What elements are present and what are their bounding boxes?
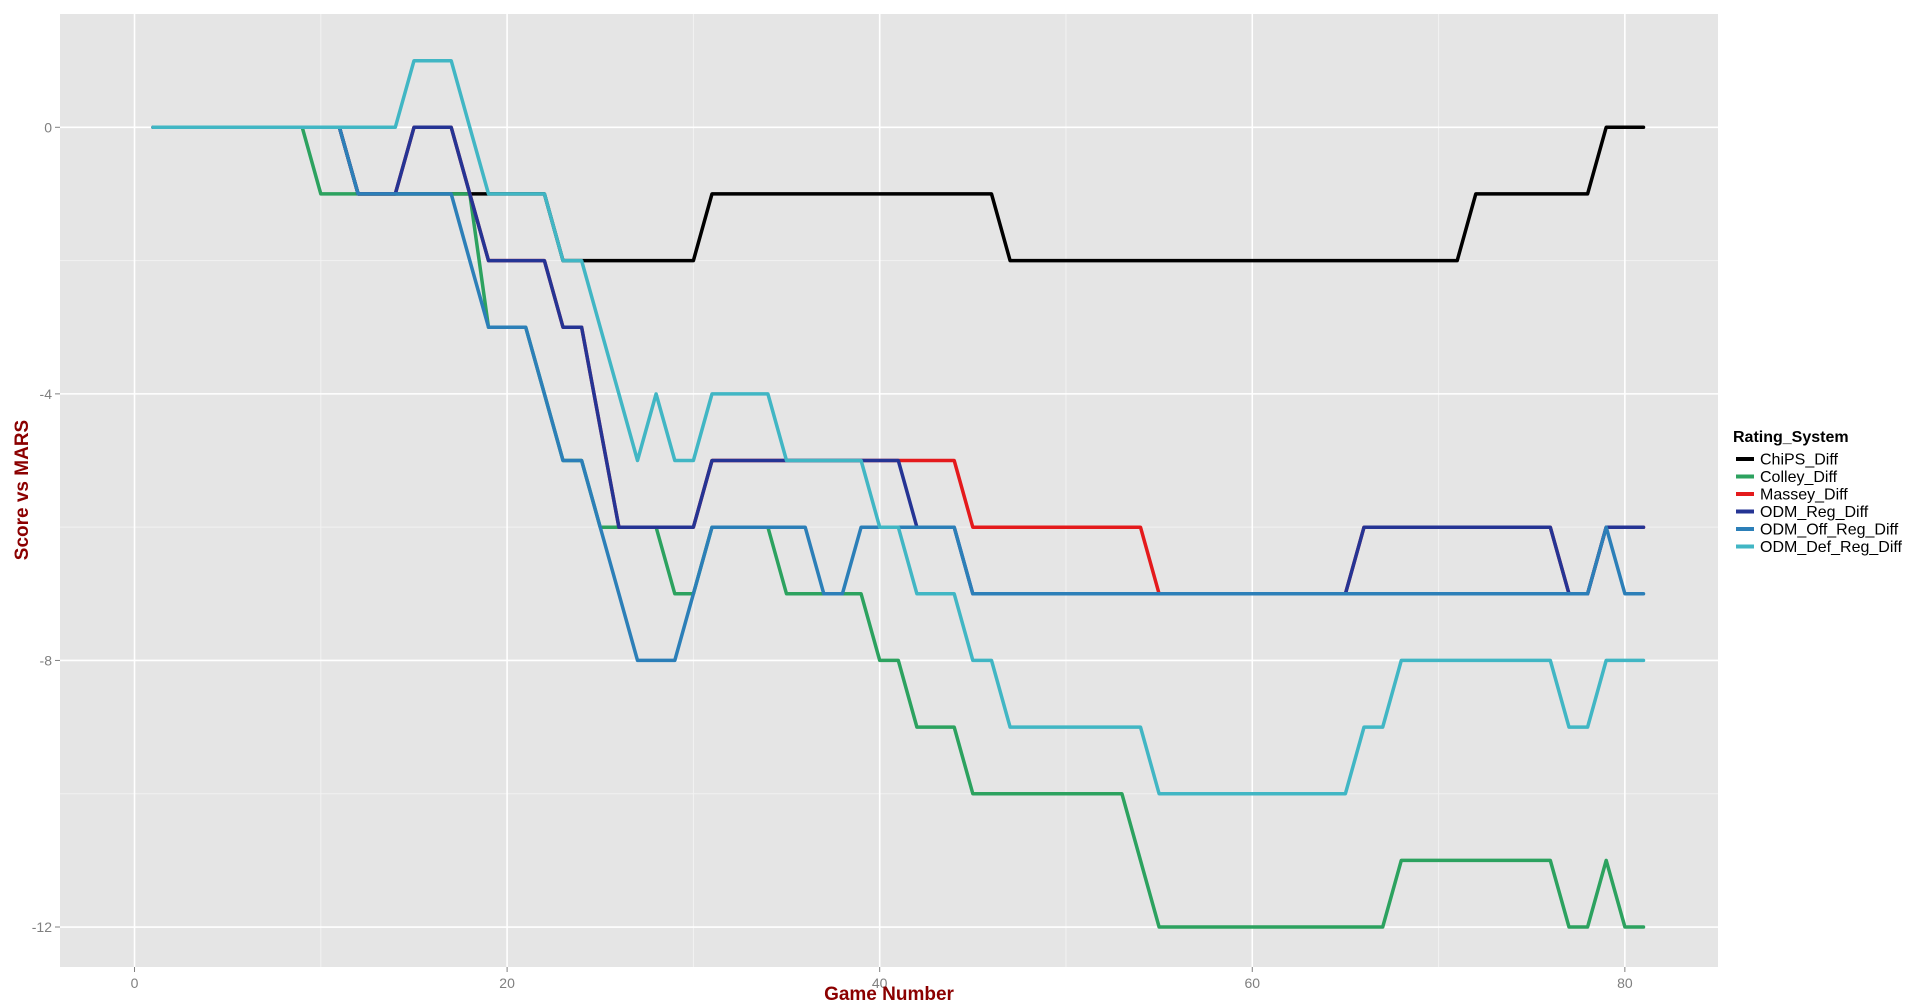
series-line-odm-reg-diff [151,125,1646,596]
legend-label: ODM_Reg_Diff [1760,504,1869,521]
y-axis-title: Score vs MARS [12,420,33,560]
x-tick-label: 40 [872,975,888,991]
x-tick-label: 80 [1617,975,1633,991]
series-lines [151,58,1646,929]
axis-ticks: 0 20 40 60 80 0 -4 -8 -12 [32,119,1633,991]
series-line-odm-def-reg-diff [151,58,1646,796]
y-tick-label: 0 [44,119,52,135]
legend-label: ODM_Def_Reg_Diff [1760,539,1903,556]
x-tick-label: 20 [499,975,515,991]
legend: Rating_System ChiPS_DiffColley_DiffMasse… [1733,429,1903,556]
x-axis-title: Game Number [824,984,954,1005]
legend-label: ODM_Off_Reg_Diff [1760,522,1899,539]
y-tick-label: -8 [40,652,53,668]
legend-label: ChiPS_Diff [1760,452,1839,469]
x-tick-label: 0 [131,975,139,991]
y-tick-label: -4 [40,386,53,402]
legend-items: ChiPS_DiffColley_DiffMassey_DiffODM_Reg_… [1736,452,1903,556]
plot-panel [60,14,1718,967]
legend-title: Rating_System [1733,429,1849,446]
legend-label: Colley_Diff [1760,469,1838,486]
y-tick-label: -12 [32,919,52,935]
x-tick-label: 60 [1244,975,1260,991]
legend-label: Massey_Diff [1760,487,1848,504]
